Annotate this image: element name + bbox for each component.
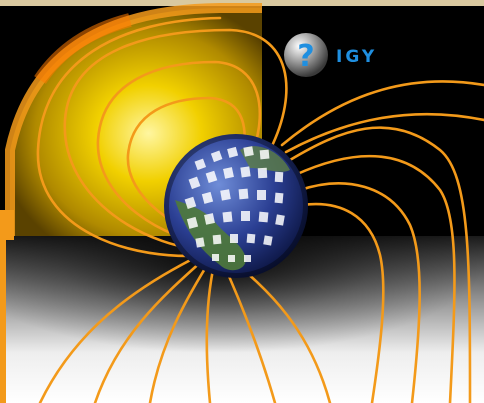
igy-logo[interactable]: ? IGY: [284, 33, 377, 77]
question-mark-icon: ?: [297, 39, 314, 74]
field-lines: [36, 16, 484, 403]
earth-globe: [164, 134, 308, 278]
top-border: [0, 0, 484, 6]
globe-grid-tiles: [184, 146, 285, 262]
left-accent-corner: [0, 210, 14, 240]
continent-shape: [175, 200, 246, 271]
logo-sphere-icon: [284, 33, 328, 77]
logo-text: IGY: [336, 47, 377, 67]
left-accent-bar: [0, 236, 6, 403]
